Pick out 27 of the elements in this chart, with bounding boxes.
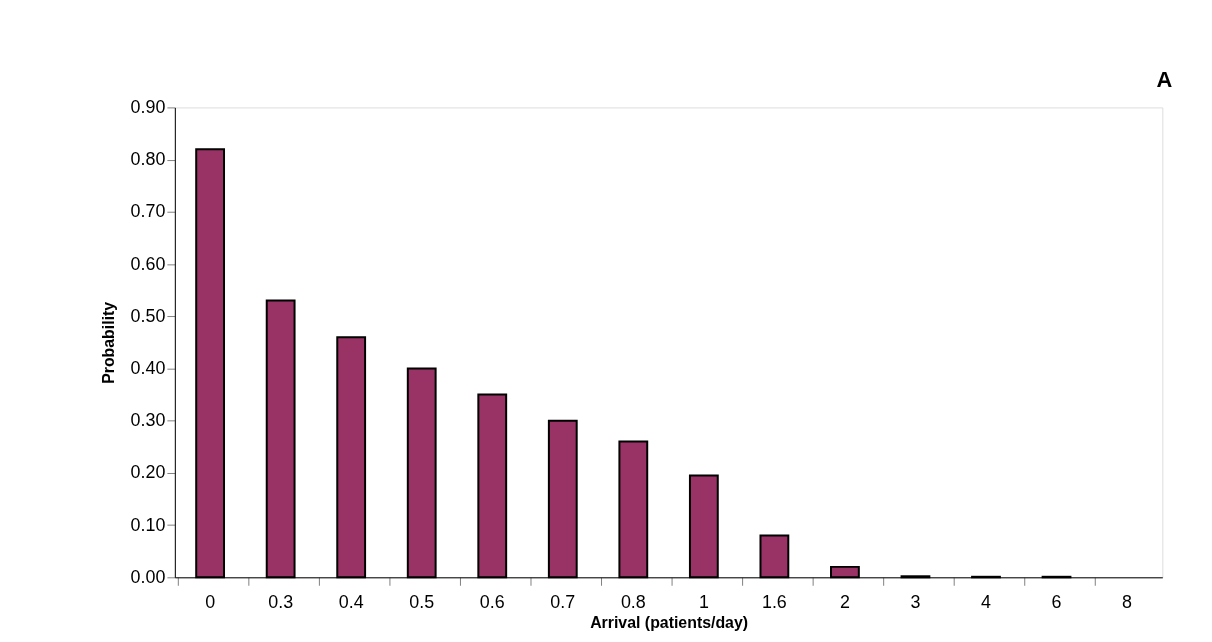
x-tick-label: 0.4 (338, 591, 364, 612)
y-tick-label: 0.40 (130, 357, 166, 378)
x-tick-label: 0.8 (620, 591, 646, 612)
y-tick-label: 0.70 (130, 201, 166, 222)
x-tick-label: 1.6 (761, 591, 787, 612)
x-tick-label: 8 (1122, 591, 1133, 612)
x-tick-label: 1 (698, 591, 709, 612)
x-tick-label: 0.3 (268, 591, 294, 612)
text: A (1156, 66, 1173, 92)
y-tick-label: 0.20 (130, 462, 166, 483)
x-tick-label: 0.5 (409, 591, 435, 612)
x-tick-label: 0 (205, 591, 216, 612)
x-tick-label: 6 (1051, 591, 1062, 612)
x-tick-label: 0.6 (479, 591, 505, 612)
y-tick-label: 0.50 (130, 305, 166, 326)
y-tick-label: 0.60 (130, 253, 166, 274)
x-tick-label: 0.7 (550, 591, 576, 612)
x-tick-label: 3 (910, 591, 921, 612)
x-tick-label: 2 (839, 591, 850, 612)
y-tick-label: 0.30 (130, 410, 166, 431)
x-tick-label: 4 (981, 591, 992, 612)
y-tick-label: 0.10 (130, 514, 166, 535)
y-tick-label: 0.00 (130, 566, 166, 587)
y-tick-label: 0.90 (130, 96, 166, 117)
y-tick-label: 0.80 (130, 149, 166, 170)
x-axis-title: Arrival (patients/day) (590, 614, 749, 632)
y-axis-title: Probability (99, 301, 117, 384)
